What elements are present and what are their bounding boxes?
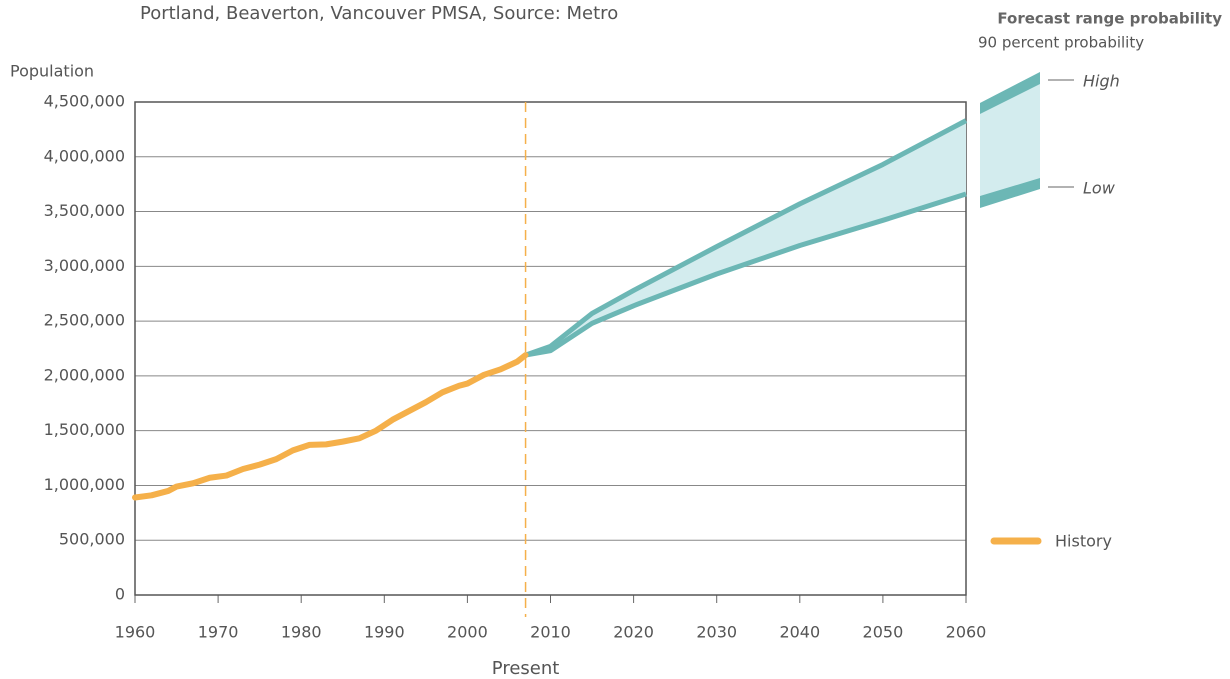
x-tick-label: 2030 (696, 623, 737, 642)
legend-band-high (980, 72, 1040, 114)
chart-subtitle: Portland, Beaverton, Vancouver PMSA, Sou… (140, 3, 618, 24)
x-tick-label: 2000 (447, 623, 488, 642)
y-tick-label: 2,000,000 (44, 365, 125, 384)
x-tick-label: 1990 (364, 623, 405, 642)
y-tick-label: 4,000,000 (44, 146, 125, 165)
y-axis-label: Population (10, 62, 94, 81)
forecast-high-edge (524, 118, 968, 358)
y-tick-label: 0 (115, 585, 125, 604)
x-tick-label: 1970 (198, 623, 239, 642)
forecast-low-edge (525, 191, 967, 358)
x-tick-label: 2040 (779, 623, 820, 642)
forecast-legend-title: Forecast range probability (997, 10, 1222, 28)
legend-low-label: Low (1083, 179, 1116, 198)
y-tick-label: 3,500,000 (44, 201, 125, 220)
x-tick-label: 2020 (613, 623, 654, 642)
history-line (132, 352, 529, 501)
forecast-legend: High Low (980, 72, 1120, 208)
legend-label: History (1055, 532, 1112, 551)
y-tick-label: 3,000,000 (44, 256, 125, 275)
y-tick-label: 1,500,000 (44, 420, 125, 439)
x-tick-label: 2010 (530, 623, 571, 642)
x-tick-label: 2060 (946, 623, 987, 642)
legend-band-low (980, 178, 1040, 208)
present-label: Present (492, 658, 560, 679)
y-tick-label: 1,000,000 (44, 475, 125, 494)
y-tick-label: 500,000 (59, 530, 125, 549)
legend-high-label: High (1083, 72, 1120, 91)
x-tick-label: 1960 (115, 623, 156, 642)
forecast-legend-subtitle: 90 percent probability (978, 34, 1144, 52)
x-tick-label: 1980 (281, 623, 322, 642)
y-tick-label: 2,500,000 (44, 311, 125, 330)
y-tick-label: 4,500,000 (44, 92, 125, 111)
plot-frame (134, 101, 967, 596)
x-tick-label: 2050 (863, 623, 904, 642)
